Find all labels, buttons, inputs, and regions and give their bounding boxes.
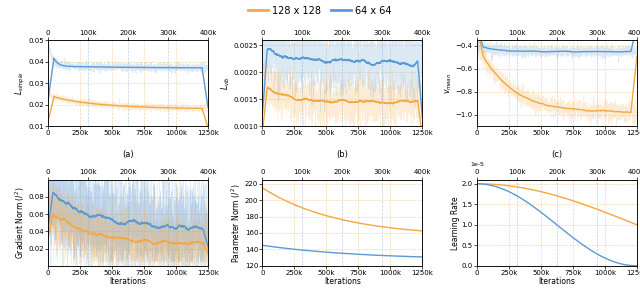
Y-axis label: $L_{vlb}$: $L_{vlb}$ [220, 76, 232, 90]
Y-axis label: Parameter Norm ($l^2$): Parameter Norm ($l^2$) [230, 183, 243, 263]
X-axis label: Iterations: Iterations [109, 277, 147, 286]
X-axis label: Iterations: Iterations [538, 277, 575, 286]
Y-axis label: $L_{simple}$: $L_{simple}$ [13, 71, 27, 95]
Legend: 128 x 128, 64 x 64: 128 x 128, 64 x 64 [244, 2, 396, 20]
X-axis label: Iterations: Iterations [324, 277, 361, 286]
Text: (c): (c) [551, 150, 563, 159]
Y-axis label: Gradient Norm ($l^2$): Gradient Norm ($l^2$) [13, 187, 27, 259]
Y-axis label: $v_{mean}$: $v_{mean}$ [444, 72, 454, 94]
Text: 1e-5: 1e-5 [470, 162, 484, 167]
Y-axis label: Learning Rate: Learning Rate [451, 196, 460, 249]
Text: (a): (a) [122, 150, 134, 159]
Text: (b): (b) [337, 150, 348, 159]
